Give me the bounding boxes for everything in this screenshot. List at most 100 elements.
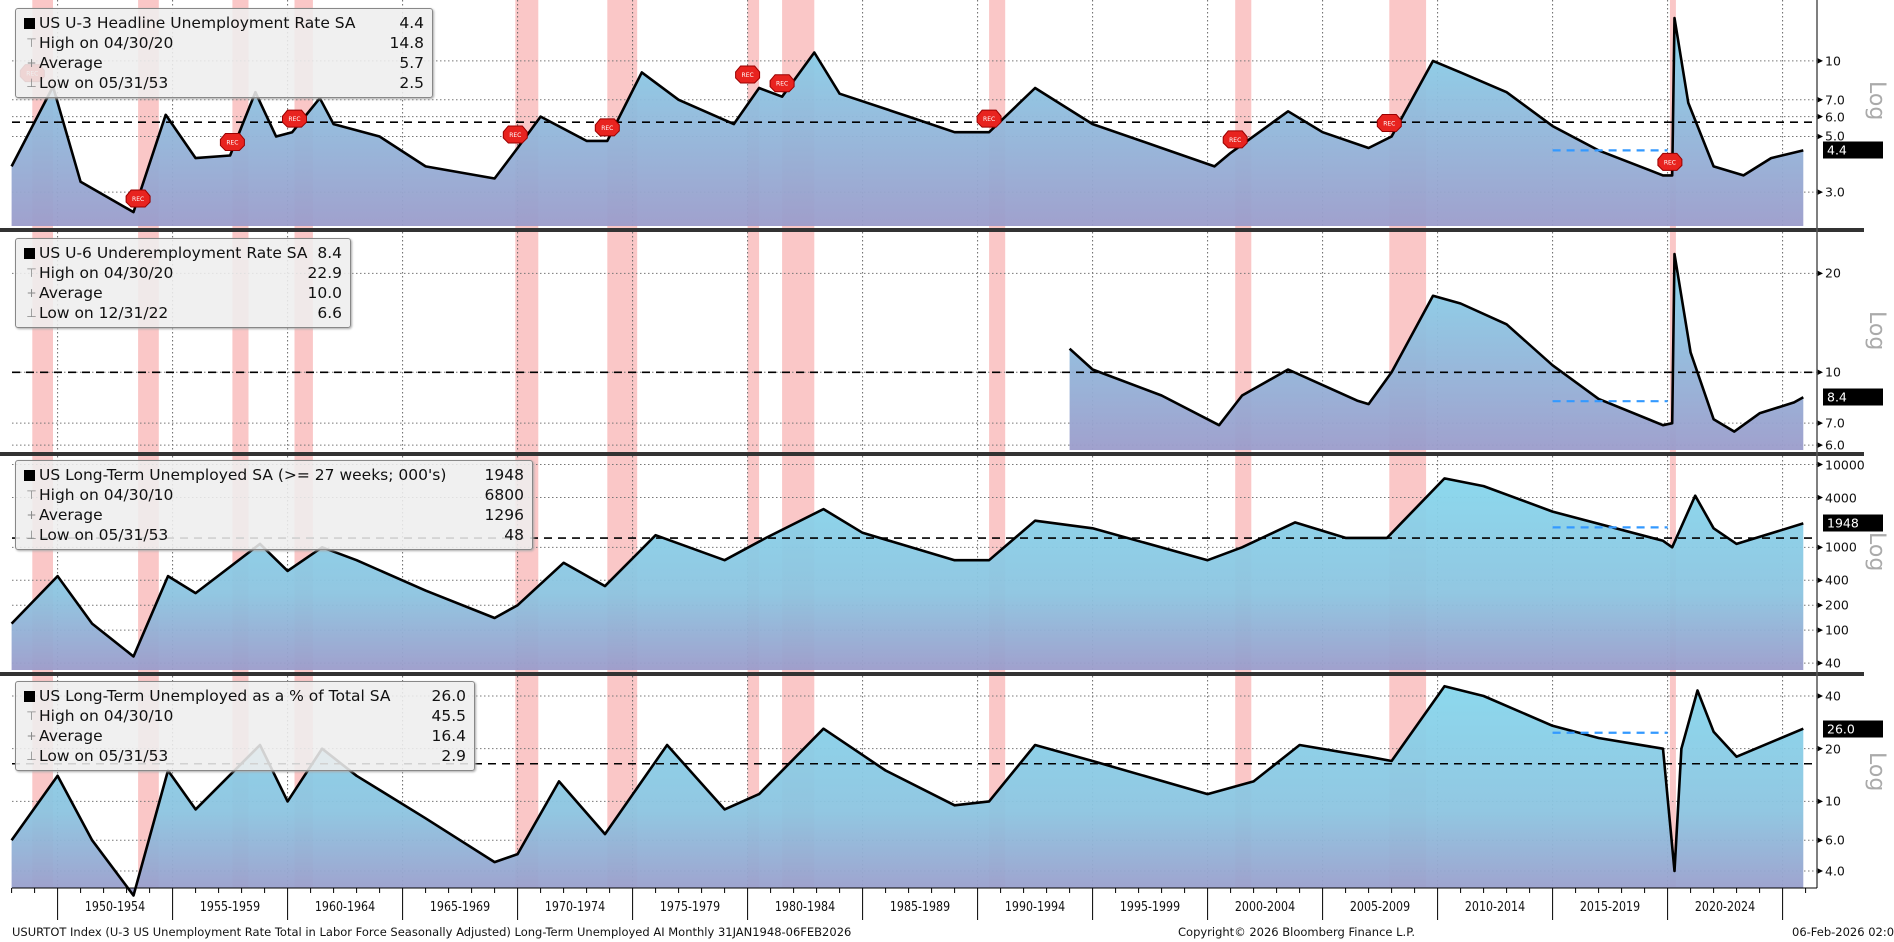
high-value: 14.8: [389, 34, 424, 52]
legend-title: US U-6 Underemployment Rate SA: [39, 244, 308, 262]
recession-marker-icon: REC: [735, 65, 761, 84]
series-area: [11, 686, 1804, 896]
series-swatch: [24, 17, 35, 29]
marker-shape: [769, 74, 795, 93]
low-icon: ⊥: [26, 306, 37, 320]
x-tick-label: 1960-1964: [314, 900, 376, 915]
ytick-mark: [1817, 660, 1823, 667]
y-tick-label: 7.0: [1825, 415, 1845, 431]
y-tick-label: 200: [1825, 597, 1849, 613]
ytick-mark: [1817, 133, 1823, 140]
panel-divider: [0, 672, 1864, 676]
marker-label: REC: [1383, 120, 1395, 127]
low-value: 2.9: [441, 747, 466, 765]
recession-marker-icon: REC: [1376, 113, 1402, 132]
y-tick-label: 10000: [1825, 457, 1865, 473]
recession-marker-icon: REC: [125, 189, 151, 208]
last-value-tag: 4.4: [1823, 141, 1883, 159]
legend-long-term-pct[interactable]: US Long-Term Unemployed as a % of Total …: [15, 681, 475, 771]
recession-marker-icon: REC: [282, 109, 307, 128]
series-area: [11, 18, 1804, 226]
marker-label: REC: [509, 132, 521, 139]
average-icon: +: [26, 56, 37, 70]
marker-shape: [1376, 113, 1402, 132]
high-icon: ⊤: [26, 266, 37, 280]
ytick-mark: [1817, 602, 1823, 609]
average-value: 5.7: [399, 54, 424, 72]
low-label: Low on 12/31/22: [39, 304, 169, 322]
log-scale-label: Log: [1864, 81, 1889, 121]
x-tick-label: 2000-2004: [1234, 900, 1296, 915]
high-icon: ⊤: [26, 709, 37, 723]
low-value: 6.6: [317, 304, 342, 322]
high-value: 45.5: [431, 707, 466, 725]
series-area: [11, 478, 1804, 670]
series-swatch: [24, 469, 35, 481]
y-tick-label: 7.0: [1825, 92, 1845, 108]
last-value-tag: 1948: [1823, 514, 1883, 532]
marker-label: REC: [288, 116, 300, 123]
x-tick-label: 2020-2024: [1694, 900, 1756, 915]
y-tick-label: 5.0: [1825, 128, 1845, 144]
y-tick-label: 4000: [1825, 490, 1857, 505]
y-tick-label: 6.0: [1825, 109, 1845, 125]
ytick-mark: [1817, 96, 1823, 103]
legend-long-term[interactable]: US Long-Term Unemployed SA (>= 27 weeks;…: [15, 460, 533, 550]
y-tick-label: 3.0: [1825, 184, 1845, 200]
marker-label: REC: [776, 81, 788, 88]
legend-last: 1948: [484, 466, 524, 484]
log-scale-label: Log: [1864, 752, 1889, 792]
y-tick-label: 6.0: [1825, 832, 1845, 848]
legend-title: US Long-Term Unemployed SA (>= 27 weeks;…: [39, 466, 447, 484]
x-tick-label: 1980-1984: [774, 900, 836, 915]
average-label: Average: [39, 284, 103, 302]
legend-last: 4.4: [399, 14, 424, 32]
y-tick-label: 10: [1825, 793, 1841, 809]
log-scale-label: Log: [1864, 310, 1889, 351]
y-tick-label: 10: [1825, 364, 1841, 380]
recession-marker-icon: REC: [594, 118, 620, 137]
y-tick-label: 100: [1825, 622, 1849, 638]
marker-shape: [1222, 130, 1248, 149]
marker-shape: [219, 132, 245, 151]
x-tick-label: 1950-1954: [84, 900, 146, 915]
low-icon: ⊥: [26, 749, 37, 763]
panel-divider: [0, 228, 1864, 232]
ytick-mark: [1817, 544, 1823, 551]
low-icon: ⊥: [26, 76, 37, 90]
x-tick-label: 2005-2009: [1349, 900, 1411, 915]
series-swatch: [24, 247, 35, 259]
last-value-tag: 26.0: [1823, 720, 1883, 738]
high-label: High on 04/30/20: [39, 34, 174, 52]
legend-u3[interactable]: US U-3 Headline Unemployment Rate SA 4.4 …: [15, 8, 433, 98]
x-tick-label: 1995-1999: [1119, 900, 1181, 915]
legend-last: 8.4: [317, 244, 342, 262]
footer-timestamp: 06-Feb-2026 02:03:13: [1792, 925, 1894, 939]
marker-shape: [594, 118, 620, 137]
high-icon: ⊤: [26, 488, 37, 502]
average-label: Average: [39, 727, 103, 745]
series-swatch: [24, 690, 35, 702]
marker-label: REC: [1664, 159, 1676, 166]
y-tick-label: 10: [1825, 53, 1841, 69]
y-tick-label: 1000: [1825, 539, 1857, 555]
legend-u6[interactable]: US U-6 Underemployment Rate SA 8.4 ⊤ High …: [15, 238, 351, 328]
ytick-mark: [1817, 868, 1823, 875]
marker-label: REC: [983, 116, 995, 123]
marker-label: REC: [226, 139, 238, 146]
ytick-mark: [1817, 420, 1823, 427]
ytick-mark: [1817, 369, 1823, 376]
high-value: 6800: [484, 486, 524, 504]
ytick-mark: [1817, 57, 1823, 64]
legend-last: 26.0: [431, 687, 466, 705]
average-icon: +: [26, 286, 37, 300]
x-tick-label: 1985-1989: [889, 900, 951, 915]
low-value: 2.5: [399, 74, 424, 92]
high-value: 22.9: [307, 264, 342, 282]
marker-shape: [976, 109, 1002, 128]
ytick-mark: [1817, 798, 1823, 805]
ytick-mark: [1817, 442, 1823, 449]
low-icon: ⊥: [26, 528, 37, 542]
